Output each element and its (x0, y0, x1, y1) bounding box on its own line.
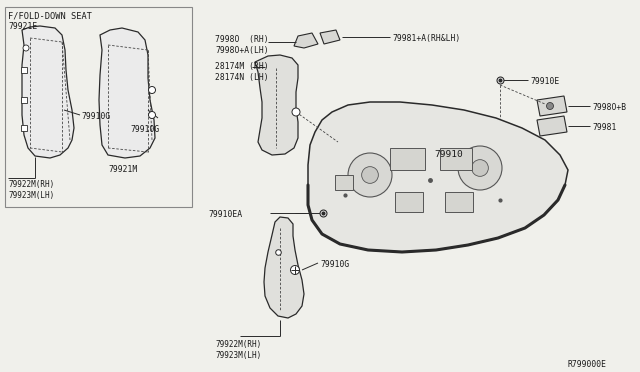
Text: 28174M (RH): 28174M (RH) (215, 62, 269, 71)
Text: F/FOLD-DOWN SEAT: F/FOLD-DOWN SEAT (8, 11, 92, 20)
Bar (445, 192, 473, 212)
Text: 79910E: 79910E (530, 77, 559, 86)
Text: 7998O+B: 7998O+B (592, 103, 626, 112)
Bar (21, 97, 27, 103)
Polygon shape (264, 217, 304, 318)
Text: 7998O+A(LH): 7998O+A(LH) (215, 46, 269, 55)
Polygon shape (537, 116, 567, 136)
Circle shape (148, 87, 156, 93)
Circle shape (472, 160, 488, 176)
Text: 79910: 79910 (434, 150, 463, 159)
Circle shape (458, 146, 502, 190)
Text: 79922M(RH)
79923M(LH): 79922M(RH) 79923M(LH) (8, 180, 54, 200)
Bar (395, 192, 423, 212)
Text: 7998O  (RH): 7998O (RH) (215, 35, 269, 44)
Text: 79910G: 79910G (320, 260, 349, 269)
Text: 79910EA: 79910EA (208, 210, 242, 219)
Text: 79921E: 79921E (8, 22, 37, 31)
Circle shape (291, 266, 300, 275)
Bar (335, 175, 353, 190)
Circle shape (148, 112, 156, 119)
Polygon shape (99, 28, 155, 158)
Bar (21, 125, 27, 131)
Polygon shape (255, 55, 298, 155)
Polygon shape (320, 30, 340, 44)
Text: 79922M(RH)
79923M(LH): 79922M(RH) 79923M(LH) (215, 340, 261, 360)
Bar (5, 7, 192, 207)
Text: 79981+A(RH&LH): 79981+A(RH&LH) (392, 34, 460, 43)
Polygon shape (22, 26, 74, 158)
Bar (390, 148, 425, 170)
Text: R799000E: R799000E (568, 360, 607, 369)
Bar (440, 148, 472, 170)
Bar (21, 67, 27, 73)
Polygon shape (294, 33, 318, 48)
Circle shape (348, 153, 392, 197)
Circle shape (23, 45, 29, 51)
Circle shape (362, 167, 378, 183)
Text: 79910G: 79910G (81, 112, 110, 121)
Polygon shape (308, 102, 568, 252)
Text: 28174N (LH): 28174N (LH) (215, 73, 269, 82)
Text: 79921M: 79921M (108, 165, 137, 174)
Circle shape (292, 108, 300, 116)
Text: 79910G: 79910G (130, 125, 159, 134)
Polygon shape (537, 96, 567, 116)
Circle shape (547, 103, 554, 109)
Text: 79981: 79981 (592, 123, 616, 132)
